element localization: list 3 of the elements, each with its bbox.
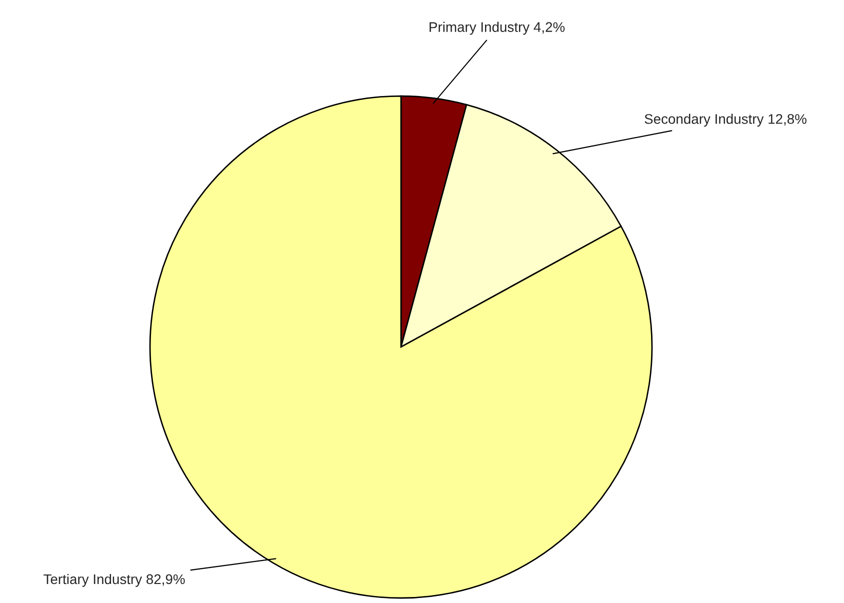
slice-label: Tertiary Industry 82,9% bbox=[44, 574, 185, 587]
slice-label: Primary Industry 4,2% bbox=[430, 22, 565, 35]
slice-label: Secondary Industry 12,8% bbox=[644, 114, 806, 127]
